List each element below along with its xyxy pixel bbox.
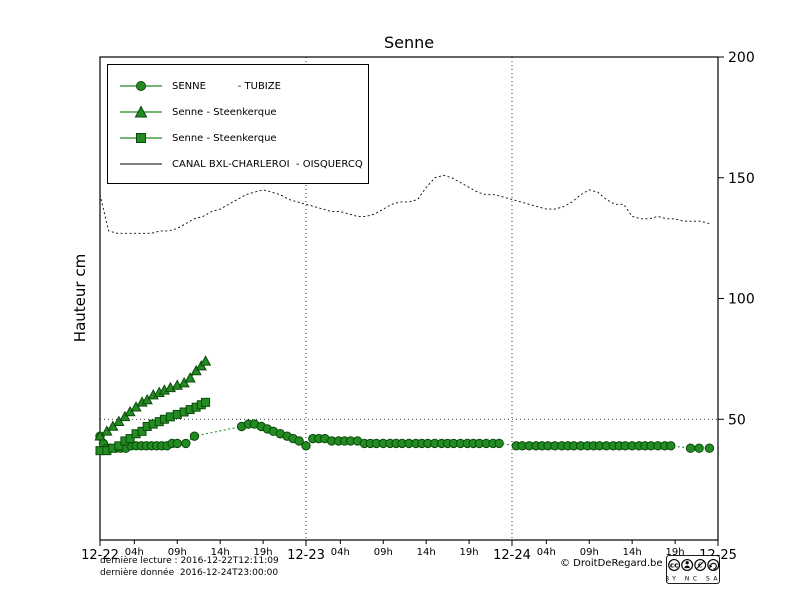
triangle-marker-icon <box>120 105 162 118</box>
legend-label: CANAL BXL-CHARLEROI - OISQUERCQ <box>172 158 363 170</box>
legend-label: SENNE - TUBIZE <box>172 80 281 92</box>
legend-label: Senne - Steenkerque <box>172 132 277 144</box>
copyright-text: © DroitDeRegard.be <box>560 558 663 569</box>
legend-label: Senne - Steenkerque <box>172 106 277 118</box>
chart-title: Senne <box>383 33 435 52</box>
svg-text:50: 50 <box>728 412 746 428</box>
cc-by-nc-sa-icon: cc € BY NC SA <box>665 555 720 584</box>
svg-text:04h: 04h <box>125 547 144 558</box>
series-1 <box>95 419 715 453</box>
series-2 <box>94 355 212 441</box>
legend-item-steenkerque-2: Senne - Steenkerque <box>118 125 358 151</box>
legend-item-steenkerque-1: Senne - Steenkerque <box>118 99 358 125</box>
square-marker-icon <box>120 133 162 143</box>
legend-item-tubize: SENNE - TUBIZE <box>118 73 358 99</box>
svg-text:12-24: 12-24 <box>493 548 531 563</box>
svg-text:19h: 19h <box>460 547 479 558</box>
svg-text:14h: 14h <box>211 547 230 558</box>
y-axis-label: Hauteur cm <box>71 253 89 343</box>
svg-text:14h: 14h <box>623 547 642 558</box>
cc-license-badge[interactable]: cc € BY NC SA <box>665 555 720 584</box>
legend-item-canal: CANAL BXL-CHARLEROI - OISQUERCQ <box>118 151 363 177</box>
line-marker-icon <box>120 163 162 165</box>
svg-text:04h: 04h <box>537 547 556 558</box>
svg-text:09h: 09h <box>168 547 187 558</box>
svg-text:09h: 09h <box>580 547 599 558</box>
series-3 <box>95 397 211 456</box>
last-reading-text: dernière lecture : 2016-12-22T12:11:09 <box>100 556 279 566</box>
svg-text:14h: 14h <box>417 547 436 558</box>
svg-text:cc: cc <box>670 561 679 570</box>
svg-text:150: 150 <box>728 171 755 187</box>
svg-text:19h: 19h <box>254 547 273 558</box>
footer-info: dernière lecture : 2016-12-22T12:11:09 d… <box>100 555 279 579</box>
svg-text:BY NC SA: BY NC SA <box>666 576 720 582</box>
last-data-text: dernière donnée 2016-12-24T23:00:00 <box>100 568 279 578</box>
svg-text:09h: 09h <box>374 547 393 558</box>
svg-text:200: 200 <box>728 50 755 66</box>
svg-text:12-23: 12-23 <box>287 548 325 563</box>
circle-marker-icon <box>120 81 162 91</box>
svg-text:100: 100 <box>728 292 755 308</box>
svg-text:19h: 19h <box>666 547 685 558</box>
series-0 <box>99 174 710 234</box>
svg-text:04h: 04h <box>331 547 350 558</box>
svg-text:12-22: 12-22 <box>81 548 119 563</box>
legend: SENNE - TUBIZE Senne - Steenkerque Senne… <box>107 64 369 184</box>
